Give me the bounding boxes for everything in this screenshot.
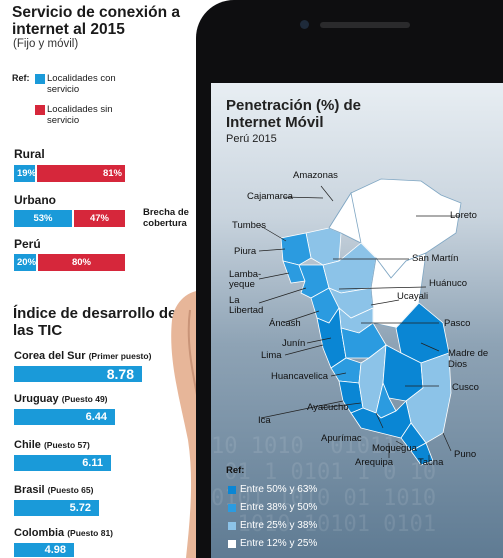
coverage-without-peru: 80%: [38, 254, 125, 271]
region-amazonas: Amazonas: [293, 170, 338, 181]
region-apurimac: Apurímac: [321, 433, 362, 444]
legend-ref-label: Ref:: [12, 73, 30, 83]
tic-label-chile: Chile (Puesto 57): [14, 439, 90, 451]
tic-bar-colombia: 4.98: [14, 543, 74, 557]
phone-camera: [300, 20, 309, 29]
region-huancavelica: Huancavelica: [271, 371, 329, 382]
region-cajamarca: Cajamarca: [247, 191, 293, 202]
region-ancash: Áncash: [269, 318, 301, 329]
coverage-label-peru: Perú: [14, 237, 41, 251]
tic-label-corea: Corea del Sur (Primer puesto): [14, 350, 152, 362]
map-legend-swatch-4: [228, 539, 236, 548]
region-san-martin: San Martín: [412, 253, 459, 264]
region-huanuco: Huánuco: [429, 278, 468, 289]
region-loreto: Loreto: [450, 210, 477, 221]
region-ica: Ica: [258, 415, 271, 426]
map-legend-swatch-2: [228, 503, 236, 512]
peru-map: [258, 178, 462, 466]
coverage-with-urbano: 53%: [14, 210, 72, 227]
coverage-without-urbano: 47%: [74, 210, 125, 227]
coverage-with-rural: 19%: [14, 165, 36, 182]
tic-title: Índice de desarrollo de las TIC: [13, 305, 177, 339]
map-legend-swatch-1: [228, 485, 236, 494]
tic-bar-corea: 8.78: [14, 366, 142, 382]
page-title: Servicio de conexión a internet al 2015: [12, 4, 180, 38]
coverage-label-rural: Rural: [14, 147, 45, 161]
map-subtitle: Perú 2015: [226, 133, 277, 145]
coverage-bar-peru: 20% 80%: [14, 254, 125, 271]
coverage-bar-rural: 19% 81%: [14, 165, 125, 182]
tic-bar-chile: 6.11: [14, 455, 111, 471]
gap-label: Brecha de cobertura: [143, 207, 189, 229]
region-arequipa: Arequipa: [355, 457, 394, 468]
region-puno: Puno: [454, 449, 477, 460]
phone-speaker: [320, 22, 410, 28]
map-legend-ref: Ref:: [226, 465, 245, 476]
region-ayacucho: Ayacucho: [307, 402, 349, 413]
page-subtitle: (Fijo y móvil): [13, 38, 79, 50]
tic-label-uruguay: Uruguay (Puesto 49): [14, 393, 108, 405]
coverage-without-rural: 81%: [37, 165, 125, 182]
tic-label-brasil: Brasil (Puesto 65): [14, 484, 94, 496]
region-lambayeque: Lamba- yeque: [229, 269, 262, 290]
legend-swatch-red: [35, 105, 45, 115]
map-legend-item-3: Entre 25% y 38%: [228, 520, 317, 531]
region-la-libertad: La Libertad: [229, 295, 264, 316]
region-tacna: Tacna: [418, 457, 444, 468]
coverage-label-urbano: Urbano: [14, 193, 56, 207]
region-moquegua: Moquegua: [372, 443, 417, 454]
coverage-with-peru: 20%: [14, 254, 36, 271]
region-cusco: Cusco: [452, 382, 479, 393]
map-legend-item-1: Entre 50% y 63%: [228, 484, 317, 495]
phone-screen: 10 1010 0101101 01 1 0101 1 0 10 0101 10…: [211, 83, 503, 558]
map-legend-swatch-3: [228, 521, 236, 530]
coverage-bar-urbano: 53% 47%: [14, 210, 125, 227]
map-legend-item-2: Entre 38% y 50%: [228, 502, 317, 513]
legend-item-without-service: Localidades sin servicio: [35, 104, 145, 126]
tic-label-colombia: Colombia (Puesto 81): [14, 527, 114, 539]
region-tumbes: Tumbes: [232, 220, 266, 231]
map-title: Penetración (%) de Internet Móvil: [226, 97, 362, 131]
region-ucayali: Ucayali: [397, 291, 429, 302]
region-junin: Junín: [282, 338, 306, 349]
legend-swatch-blue: [35, 74, 45, 84]
region-pasco: Pasco: [444, 318, 471, 329]
map-legend-item-4: Entre 12% y 25%: [228, 538, 317, 549]
tic-bar-brasil: 5.72: [14, 500, 99, 516]
tic-bar-uruguay: 6.44: [14, 409, 115, 425]
region-lima: Lima: [261, 350, 282, 361]
legend-item-with-service: Localidades con servicio: [35, 73, 145, 95]
region-piura: Piura: [234, 246, 257, 257]
region-madre-de-dios: Madre de Dios: [448, 348, 489, 370]
